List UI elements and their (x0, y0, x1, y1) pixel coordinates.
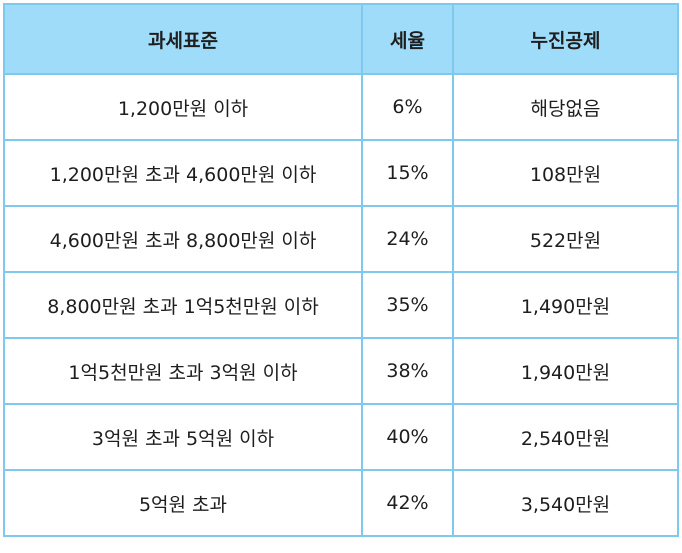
table-row: 1억5천만원 초과 3억원 이하 38% 1,940만원 (3, 337, 679, 405)
cell-tax-rate: 6% (361, 73, 454, 141)
cell-deduction: 522만원 (452, 205, 679, 273)
cell-tax-base: 4,600만원 초과 8,800만원 이하 (3, 205, 363, 273)
table-row: 4,600만원 초과 8,800만원 이하 24% 522만원 (3, 205, 679, 273)
cell-tax-base: 1,200만원 이하 (3, 73, 363, 141)
tax-rate-table: 과세표준 세율 누진공제 1,200만원 이하 6% 해당없음 1,200만원 … (3, 3, 679, 537)
header-progressive-deduction: 누진공제 (452, 3, 679, 75)
table-header-row: 과세표준 세율 누진공제 (3, 3, 679, 75)
cell-tax-base: 8,800만원 초과 1억5천만원 이하 (3, 271, 363, 339)
table-row: 1,200만원 초과 4,600만원 이하 15% 108만원 (3, 139, 679, 207)
table-row: 5억원 초과 42% 3,540만원 (3, 469, 679, 537)
cell-deduction: 해당없음 (452, 73, 679, 141)
cell-deduction: 3,540만원 (452, 469, 679, 537)
header-tax-base: 과세표준 (3, 3, 363, 75)
cell-tax-rate: 15% (361, 139, 454, 207)
table-row: 1,200만원 이하 6% 해당없음 (3, 73, 679, 141)
cell-tax-rate: 42% (361, 469, 454, 537)
cell-tax-base: 1,200만원 초과 4,600만원 이하 (3, 139, 363, 207)
cell-deduction: 108만원 (452, 139, 679, 207)
cell-tax-rate: 35% (361, 271, 454, 339)
tax-rate-table-container: 과세표준 세율 누진공제 1,200만원 이하 6% 해당없음 1,200만원 … (3, 3, 679, 537)
cell-tax-base: 5억원 초과 (3, 469, 363, 537)
cell-tax-rate: 38% (361, 337, 454, 405)
cell-deduction: 1,940만원 (452, 337, 679, 405)
cell-tax-base: 3억원 초과 5억원 이하 (3, 403, 363, 471)
table-row: 3억원 초과 5억원 이하 40% 2,540만원 (3, 403, 679, 471)
table-row: 8,800만원 초과 1억5천만원 이하 35% 1,490만원 (3, 271, 679, 339)
cell-tax-base: 1억5천만원 초과 3억원 이하 (3, 337, 363, 405)
cell-tax-rate: 40% (361, 403, 454, 471)
header-tax-rate: 세율 (361, 3, 454, 75)
cell-deduction: 2,540만원 (452, 403, 679, 471)
cell-tax-rate: 24% (361, 205, 454, 273)
cell-deduction: 1,490만원 (452, 271, 679, 339)
